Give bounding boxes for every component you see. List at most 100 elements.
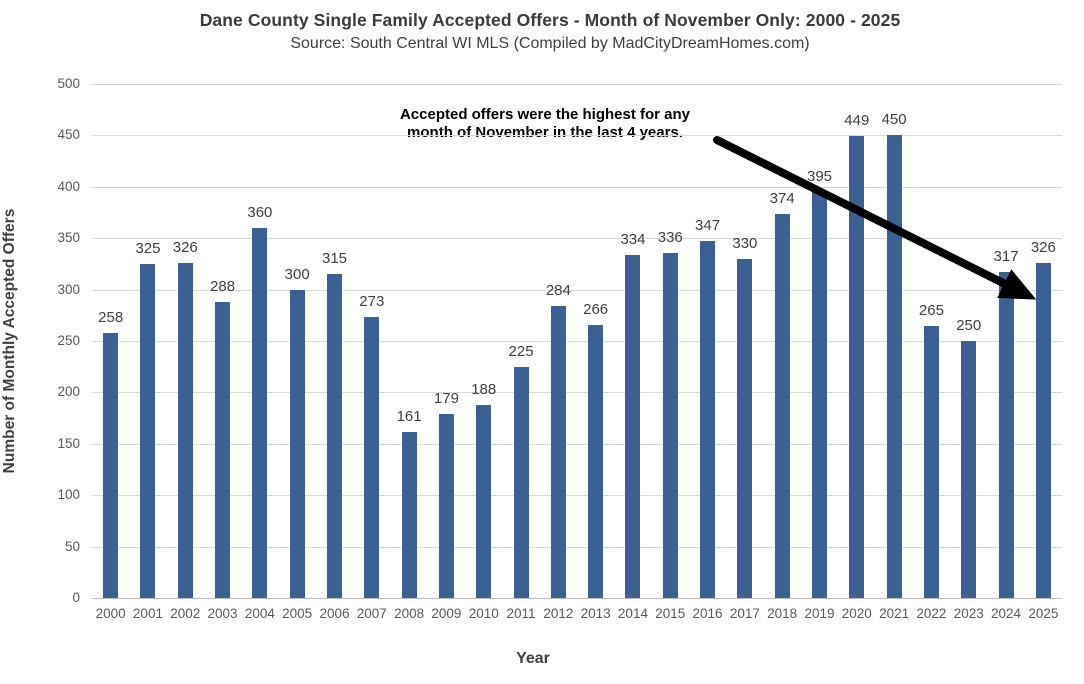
value-label-2005: 300 (284, 265, 310, 283)
bar-2012 (550, 306, 566, 598)
bar-2018 (774, 213, 790, 598)
bar-2021 (886, 135, 902, 598)
bar-2007 (364, 317, 380, 598)
x-tick-label-2008: 2008 (394, 606, 425, 621)
gridline-150 (92, 443, 1062, 445)
y-tick-label-50: 50 (64, 538, 80, 554)
gridline-500 (92, 84, 1062, 85)
value-label-2019: 395 (806, 167, 833, 185)
value-label-2023: 250 (956, 317, 982, 334)
value-label-2020: 449 (844, 112, 870, 130)
gridline-250 (92, 341, 1062, 342)
x-tick-label-2014: 2014 (617, 606, 648, 621)
x-tick-label-2010: 2010 (468, 606, 499, 621)
y-tick-label-0: 0 (72, 590, 80, 605)
value-label-2025: 326 (1030, 238, 1056, 256)
x-tick-label-2024: 2024 (991, 606, 1022, 621)
gridline-50 (92, 546, 1062, 548)
annotation-text: Accepted offers were the highest for any… (375, 106, 715, 141)
y-tick-label-450: 450 (57, 127, 80, 143)
value-label-2001: 325 (135, 239, 161, 257)
gridline-400 (92, 186, 1062, 188)
bar-2010 (476, 404, 492, 598)
x-tick-label-2006: 2006 (319, 606, 350, 621)
value-label-2016: 347 (695, 217, 721, 235)
x-tick-label-2025: 2025 (1028, 606, 1059, 621)
bar-2004 (252, 227, 268, 598)
bar-2002 (177, 262, 193, 598)
bar-2005 (289, 289, 305, 598)
value-label-2017: 330 (732, 234, 758, 252)
x-tick-label-2011: 2011 (506, 606, 536, 621)
value-label-2013: 266 (583, 300, 609, 318)
x-tick-label-2019: 2019 (804, 606, 835, 621)
x-tick-label-2023: 2023 (953, 606, 984, 621)
value-label-2021: 450 (881, 111, 907, 129)
gridline-100 (92, 495, 1062, 497)
bar-2011 (513, 366, 529, 598)
value-label-2011: 225 (508, 342, 534, 360)
value-label-2000: 258 (98, 308, 124, 326)
y-tick-label-350: 350 (57, 230, 80, 246)
value-label-2012: 284 (545, 282, 571, 300)
y-tick-label-100: 100 (57, 487, 80, 503)
x-tick-label-2016: 2016 (692, 606, 723, 621)
bar-2006 (327, 274, 342, 598)
x-tick-label-2013: 2013 (580, 606, 611, 621)
value-label-2007: 273 (359, 293, 385, 311)
x-tick-label-2007: 2007 (356, 606, 387, 621)
value-label-2022: 265 (918, 301, 944, 319)
y-tick-label-200: 200 (57, 384, 80, 400)
gridline-300 (92, 289, 1062, 291)
bar-2000 (103, 332, 119, 598)
x-tick-label-2000: 2000 (95, 606, 126, 621)
bar-2001 (140, 263, 156, 598)
x-axis-line (92, 598, 1062, 599)
x-tick-label-2022: 2022 (916, 606, 947, 621)
x-tick-label-2021: 2021 (879, 606, 910, 621)
x-axis-title: Year (516, 650, 550, 667)
bar-2024 (998, 272, 1014, 598)
y-tick-label-150: 150 (57, 435, 80, 451)
x-tick-label-2004: 2004 (244, 606, 275, 621)
bar-2017 (737, 258, 753, 598)
bar-2022 (923, 325, 939, 598)
value-label-2015: 336 (657, 228, 683, 246)
x-tick-label-2017: 2017 (729, 606, 760, 621)
x-tick-label-2015: 2015 (655, 606, 686, 621)
bar-2014 (625, 254, 641, 598)
x-tick-label-2009: 2009 (431, 606, 462, 621)
gridline-350 (92, 238, 1062, 240)
bar-2015 (662, 252, 678, 598)
value-label-2009: 179 (433, 389, 459, 407)
bar-2009 (438, 413, 454, 598)
y-tick-label-400: 400 (57, 178, 80, 194)
chart-subtitle: Source: South Central WI MLS (Compiled b… (290, 35, 810, 52)
y-tick-label-250: 250 (57, 333, 80, 348)
bar-2025 (1035, 262, 1051, 598)
bar-2019 (812, 191, 827, 598)
bar-2023 (961, 341, 977, 598)
value-label-2003: 288 (210, 277, 236, 295)
x-tick-label-2001: 2001 (132, 606, 163, 621)
value-label-2018: 374 (769, 189, 795, 207)
value-label-2010: 188 (471, 380, 497, 398)
plot-area: 258 2000 325 2001 326 2002 288 2003 360 2004 300 20… (92, 84, 1062, 621)
bar-2008 (401, 432, 417, 598)
y-tick-label-300: 300 (57, 281, 80, 297)
value-label-2008: 161 (396, 408, 422, 426)
x-tick-label-2020: 2020 (841, 606, 872, 621)
x-tick-label-2012: 2012 (543, 606, 574, 621)
chart-title: Dane County Single Family Accepted Offer… (199, 10, 901, 30)
value-label-2004: 360 (247, 203, 273, 221)
value-label-2002: 326 (172, 238, 198, 256)
bar-2013 (588, 324, 604, 598)
bar-2020 (849, 136, 865, 598)
x-tick-label-2003: 2003 (207, 606, 238, 621)
x-tick-label-2018: 2018 (767, 606, 798, 621)
value-label-2006: 315 (321, 250, 348, 268)
annotation-line-2: month of November in the last 4 years. (407, 123, 683, 141)
annotation-line-1: Accepted offers were the highest for any (399, 106, 691, 123)
x-tick-label-2005: 2005 (282, 606, 313, 621)
bar-2003 (215, 301, 231, 598)
